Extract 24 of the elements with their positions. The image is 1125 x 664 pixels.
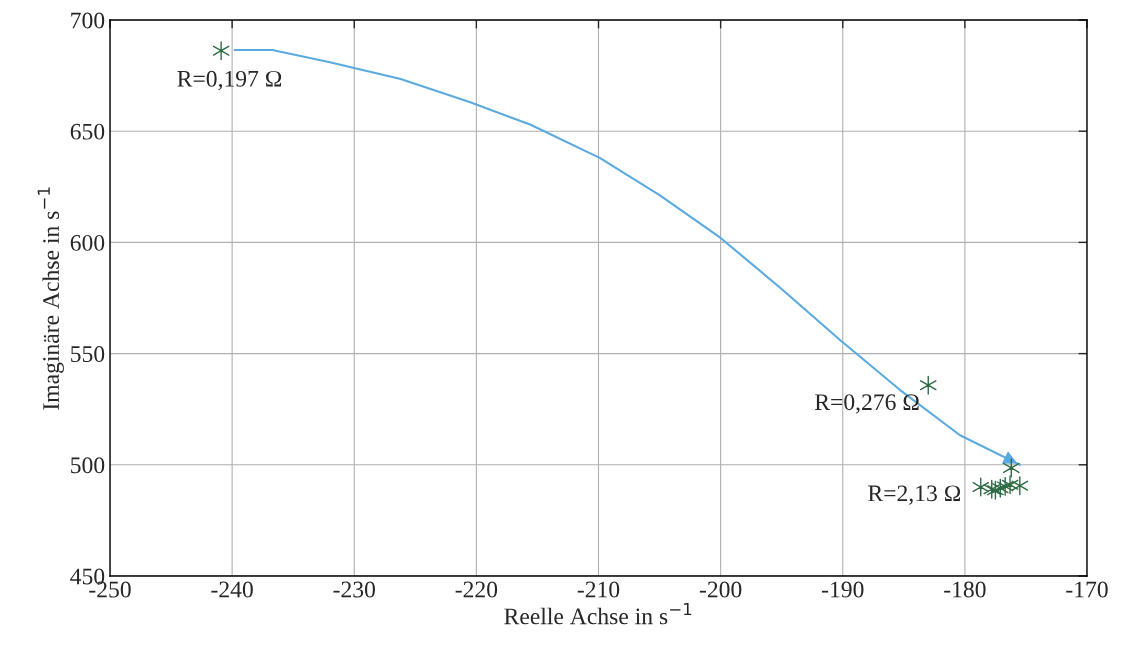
y-tick-label: 550 bbox=[71, 346, 105, 363]
point bbox=[212, 41, 230, 61]
x-tick-label: -230 bbox=[333, 581, 375, 598]
point bbox=[1001, 475, 1019, 495]
y-tick-label: 650 bbox=[70, 123, 105, 140]
x-tick-label: -170 bbox=[1066, 581, 1108, 598]
x-tick-label: -220 bbox=[455, 581, 498, 598]
y-axis-title: Imaginäre Achse in s$^{−1}$ bbox=[37, 187, 64, 410]
y-tick-label: 500 bbox=[71, 457, 105, 474]
point bbox=[919, 375, 937, 395]
y-tick-label: 600 bbox=[70, 234, 105, 251]
x-tick-label: -180 bbox=[944, 581, 986, 598]
point bbox=[1002, 458, 1020, 478]
y-tick-label: 700 bbox=[71, 12, 105, 29]
x-tick-label: -200 bbox=[699, 581, 742, 598]
x-tick-label: -240 bbox=[211, 581, 253, 598]
x-tick-label: -210 bbox=[577, 581, 620, 598]
annotation: R=0,276 Ω bbox=[814, 394, 919, 414]
x-axis-title: Reelle Achse in s$^{−1}$ bbox=[504, 603, 692, 625]
point bbox=[987, 480, 1004, 500]
point bbox=[1011, 476, 1029, 496]
annotation: R=2,13 Ω bbox=[868, 485, 961, 505]
annotation: R=0,197 Ω bbox=[177, 70, 282, 91]
x-tick-label: -190 bbox=[821, 581, 864, 598]
